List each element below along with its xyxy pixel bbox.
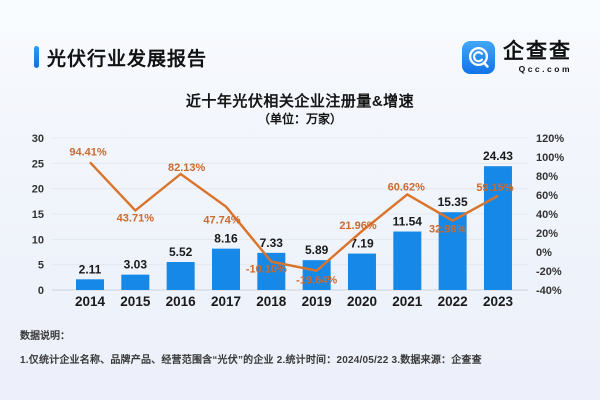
bar xyxy=(302,260,331,290)
x-axis-label: 2019 xyxy=(302,294,332,309)
report-header: 光伏行业发展报告 企查查 Qcc.com xyxy=(34,41,572,84)
right-axis-tick: 120% xyxy=(536,133,564,145)
left-axis-tick: 10 xyxy=(32,234,44,246)
bar xyxy=(76,279,104,290)
right-axis-tick: -20% xyxy=(536,266,562,278)
bar xyxy=(483,166,512,290)
left-axis-tick: 15 xyxy=(32,209,44,221)
growth-rate-label: 82.13% xyxy=(168,162,206,174)
bar xyxy=(166,262,195,290)
bar-value-label: 5.52 xyxy=(169,245,193,259)
right-axis-tick: 100% xyxy=(536,152,564,164)
qcc-magnifier-icon xyxy=(461,40,496,75)
growth-rate-label: 43.71% xyxy=(117,212,155,224)
bar-value-label: 15.35 xyxy=(438,195,468,209)
bar xyxy=(211,248,240,290)
growth-rate-label: -19.64% xyxy=(296,275,337,287)
footnote: 数据说明： 1.仅统计企业名称、品牌产品、经营范围含“光伏”的企业 2.统计时间… xyxy=(20,327,580,366)
growth-rate-label: 94.41% xyxy=(69,146,107,158)
x-axis-label: 2014 xyxy=(75,294,106,309)
growth-rate-label: 47.74% xyxy=(203,215,241,227)
logo-domain-text: Qcc.com xyxy=(518,64,572,74)
logo-brand-text: 企查查 xyxy=(503,40,572,63)
left-axis-tick: 5 xyxy=(38,260,44,272)
x-axis-label: 2015 xyxy=(120,294,151,309)
bar xyxy=(257,252,286,290)
right-axis-tick: 0% xyxy=(536,247,552,259)
top-strip xyxy=(0,0,600,30)
qcc-logo-text: 企查查 Qcc.com xyxy=(503,40,572,75)
growth-rate-label: 32.98% xyxy=(429,224,467,236)
growth-rate-label: 60.62% xyxy=(388,181,426,193)
bar xyxy=(438,212,467,290)
footnote-line: 1.仅统计企业名称、品牌产品、经营范围含“光伏”的企业 2.统计时间：2024/… xyxy=(20,355,482,366)
bar-value-label: 2.11 xyxy=(79,262,102,276)
chart-title: 近十年光伏相关企业注册量&增速 xyxy=(185,93,415,110)
footnote-heading: 数据说明： xyxy=(20,331,70,342)
bar xyxy=(121,274,150,290)
bar-value-label: 24.43 xyxy=(483,149,513,163)
growth-rate-label: 59.15% xyxy=(476,182,514,194)
growth-line xyxy=(89,161,499,272)
bar-value-label: 7.19 xyxy=(350,237,374,251)
x-axis-label: 2022 xyxy=(438,294,468,309)
right-axis-tick: 60% xyxy=(536,190,558,202)
left-axis-tick: 0 xyxy=(38,285,44,297)
x-axis-label: 2021 xyxy=(392,294,423,309)
growth-rate-label: -10.10% xyxy=(246,264,287,276)
bar xyxy=(393,231,422,290)
chart-subtitle: （单位：万家） xyxy=(257,112,342,126)
x-axis-label: 2017 xyxy=(211,294,241,309)
right-axis-tick: -40% xyxy=(536,285,562,297)
x-axis-label: 2018 xyxy=(256,294,287,309)
right-axis-tick: 40% xyxy=(536,209,558,221)
growth-rate-label: 21.96% xyxy=(339,220,377,232)
title-accent-bar xyxy=(34,46,39,68)
left-axis-tick: 20 xyxy=(32,184,44,196)
bar-value-label: 11.54 xyxy=(393,215,423,229)
bar-value-label: 8.16 xyxy=(214,232,238,246)
x-axis-label: 2020 xyxy=(347,294,377,309)
left-axis-tick: 25 xyxy=(32,158,44,170)
right-axis-tick: 20% xyxy=(536,228,558,240)
right-axis-tick: 80% xyxy=(536,171,558,183)
bar-value-label: 3.03 xyxy=(124,258,148,272)
bar-value-label: 5.89 xyxy=(305,243,329,257)
qcc-logo: 企查查 Qcc.com xyxy=(461,40,572,75)
x-axis-label: 2016 xyxy=(166,294,197,309)
left-axis-tick: 30 xyxy=(32,133,44,145)
bar xyxy=(347,253,376,290)
x-axis-label: 2023 xyxy=(483,294,514,309)
bar-value-label: 7.33 xyxy=(260,236,284,250)
report-title: 光伏行业发展报告 xyxy=(47,49,208,70)
